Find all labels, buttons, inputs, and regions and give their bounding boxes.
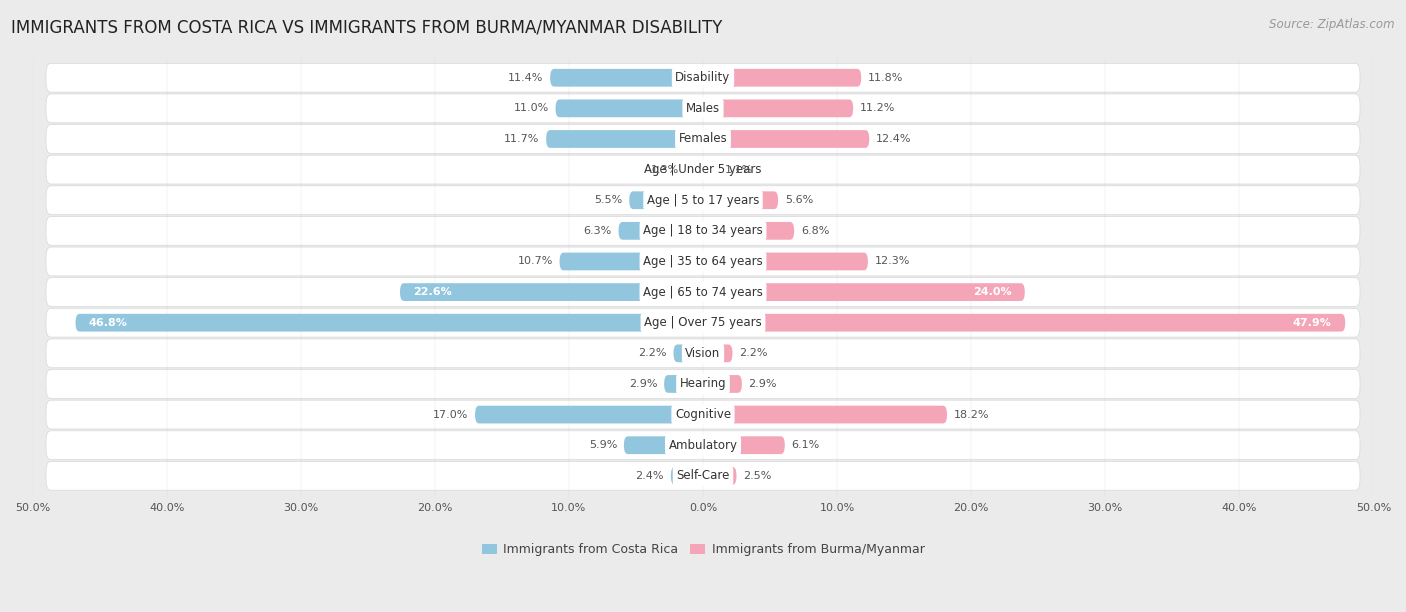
FancyBboxPatch shape (46, 155, 1360, 184)
Text: Hearing: Hearing (679, 378, 727, 390)
Text: 5.5%: 5.5% (595, 195, 623, 205)
FancyBboxPatch shape (673, 345, 703, 362)
Text: 6.1%: 6.1% (792, 440, 820, 450)
FancyBboxPatch shape (686, 161, 703, 179)
FancyBboxPatch shape (46, 94, 1360, 123)
Text: 47.9%: 47.9% (1294, 318, 1331, 327)
Text: 5.6%: 5.6% (785, 195, 813, 205)
Text: Age | 65 to 74 years: Age | 65 to 74 years (643, 286, 763, 299)
Text: 10.7%: 10.7% (517, 256, 553, 266)
Text: Age | 35 to 64 years: Age | 35 to 64 years (643, 255, 763, 268)
Text: Age | Under 5 years: Age | Under 5 years (644, 163, 762, 176)
Text: 2.9%: 2.9% (628, 379, 658, 389)
FancyBboxPatch shape (46, 461, 1360, 490)
Text: 11.4%: 11.4% (508, 73, 544, 83)
Text: 2.9%: 2.9% (748, 379, 778, 389)
Text: 24.0%: 24.0% (973, 287, 1011, 297)
FancyBboxPatch shape (703, 345, 733, 362)
FancyBboxPatch shape (703, 100, 853, 118)
Text: 2.2%: 2.2% (638, 348, 666, 359)
Text: 12.3%: 12.3% (875, 256, 910, 266)
Text: 2.2%: 2.2% (740, 348, 768, 359)
FancyBboxPatch shape (475, 406, 703, 424)
Text: Males: Males (686, 102, 720, 115)
FancyBboxPatch shape (46, 308, 1360, 337)
FancyBboxPatch shape (46, 370, 1360, 398)
Text: 6.8%: 6.8% (801, 226, 830, 236)
Text: Vision: Vision (685, 347, 721, 360)
FancyBboxPatch shape (46, 400, 1360, 429)
Text: 11.0%: 11.0% (513, 103, 548, 113)
FancyBboxPatch shape (703, 406, 948, 424)
Text: 46.8%: 46.8% (89, 318, 128, 327)
FancyBboxPatch shape (624, 436, 703, 454)
FancyBboxPatch shape (76, 314, 703, 332)
Text: 17.0%: 17.0% (433, 409, 468, 420)
FancyBboxPatch shape (46, 125, 1360, 154)
FancyBboxPatch shape (555, 100, 703, 118)
FancyBboxPatch shape (619, 222, 703, 240)
FancyBboxPatch shape (46, 217, 1360, 245)
FancyBboxPatch shape (671, 467, 703, 485)
FancyBboxPatch shape (703, 161, 717, 179)
Text: 18.2%: 18.2% (953, 409, 990, 420)
FancyBboxPatch shape (703, 253, 868, 271)
Text: Cognitive: Cognitive (675, 408, 731, 421)
FancyBboxPatch shape (630, 192, 703, 209)
FancyBboxPatch shape (703, 222, 794, 240)
Text: 1.3%: 1.3% (651, 165, 679, 174)
FancyBboxPatch shape (703, 283, 1025, 301)
FancyBboxPatch shape (703, 467, 737, 485)
Text: Age | Over 75 years: Age | Over 75 years (644, 316, 762, 329)
FancyBboxPatch shape (703, 375, 742, 393)
Text: 2.5%: 2.5% (744, 471, 772, 481)
FancyBboxPatch shape (46, 247, 1360, 276)
Text: Source: ZipAtlas.com: Source: ZipAtlas.com (1270, 18, 1395, 31)
Text: 11.2%: 11.2% (860, 103, 896, 113)
Text: Age | 18 to 34 years: Age | 18 to 34 years (643, 225, 763, 237)
Text: 11.7%: 11.7% (505, 134, 540, 144)
Legend: Immigrants from Costa Rica, Immigrants from Burma/Myanmar: Immigrants from Costa Rica, Immigrants f… (477, 539, 929, 561)
FancyBboxPatch shape (46, 278, 1360, 307)
FancyBboxPatch shape (399, 283, 703, 301)
Text: 5.9%: 5.9% (589, 440, 617, 450)
FancyBboxPatch shape (703, 436, 785, 454)
Text: 22.6%: 22.6% (413, 287, 453, 297)
Text: Ambulatory: Ambulatory (668, 439, 738, 452)
FancyBboxPatch shape (560, 253, 703, 271)
Text: Self-Care: Self-Care (676, 469, 730, 482)
Text: 6.3%: 6.3% (583, 226, 612, 236)
Text: 11.8%: 11.8% (868, 73, 903, 83)
Text: 1.1%: 1.1% (724, 165, 752, 174)
Text: Age | 5 to 17 years: Age | 5 to 17 years (647, 194, 759, 207)
FancyBboxPatch shape (546, 130, 703, 148)
Text: 2.4%: 2.4% (636, 471, 664, 481)
FancyBboxPatch shape (703, 314, 1346, 332)
FancyBboxPatch shape (703, 192, 778, 209)
Text: Females: Females (679, 132, 727, 146)
Text: 12.4%: 12.4% (876, 134, 911, 144)
FancyBboxPatch shape (703, 69, 862, 87)
FancyBboxPatch shape (46, 339, 1360, 368)
FancyBboxPatch shape (703, 130, 869, 148)
FancyBboxPatch shape (46, 186, 1360, 215)
Text: Disability: Disability (675, 71, 731, 84)
FancyBboxPatch shape (664, 375, 703, 393)
FancyBboxPatch shape (46, 64, 1360, 92)
Text: IMMIGRANTS FROM COSTA RICA VS IMMIGRANTS FROM BURMA/MYANMAR DISABILITY: IMMIGRANTS FROM COSTA RICA VS IMMIGRANTS… (11, 18, 723, 36)
FancyBboxPatch shape (46, 431, 1360, 460)
FancyBboxPatch shape (550, 69, 703, 87)
